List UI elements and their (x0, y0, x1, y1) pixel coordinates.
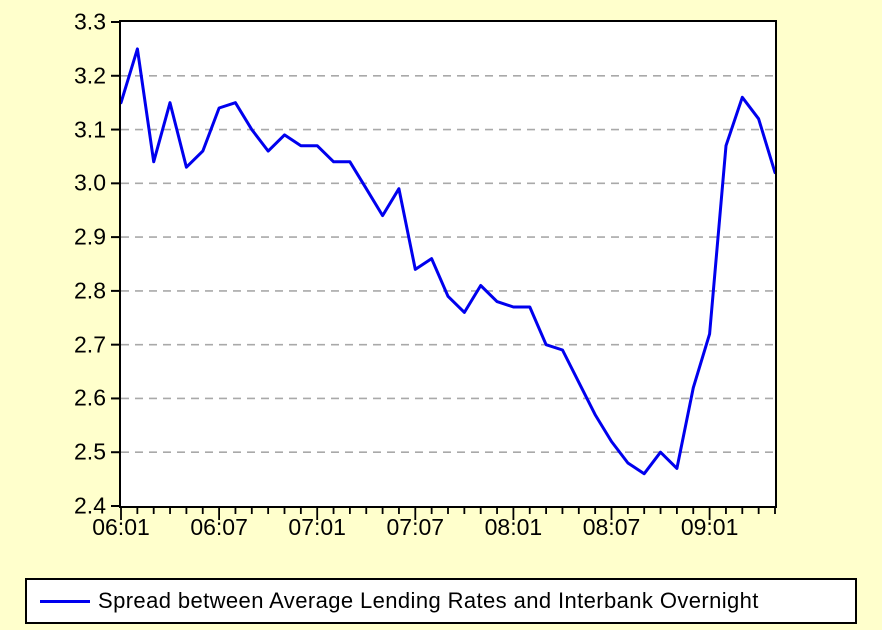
legend-label: Spread between Average Lending Rates and… (98, 588, 759, 613)
plot-area (119, 20, 777, 508)
x-tick-label: 07:01 (288, 514, 346, 540)
x-tick-label: 07:07 (386, 514, 445, 540)
y-tick-label: 2.4 (74, 492, 106, 519)
y-tick-label: 3.1 (74, 116, 106, 143)
legend-box: Spread between Average Lending Rates and… (25, 578, 857, 624)
y-tick-label: 2.6 (74, 384, 106, 411)
y-tick-label: 3.2 (74, 62, 106, 89)
x-tick-label: 06:01 (92, 514, 150, 540)
y-tick-label: 3.3 (74, 8, 106, 35)
y-tick-label: 3.0 (74, 169, 106, 196)
line-chart (121, 47, 775, 476)
y-tick-label: 2.9 (74, 223, 106, 250)
x-tick-label: 08:01 (484, 514, 543, 540)
series-line-spread (121, 47, 775, 476)
x-tick-label: 09:01 (680, 514, 739, 540)
gridlines (121, 74, 775, 454)
y-tick-label: 2.5 (74, 438, 106, 465)
x-tick-label: 08:07 (582, 514, 641, 540)
y-tick-label: 2.8 (74, 277, 106, 304)
y-tick-label: 2.7 (74, 331, 106, 358)
legend-line-sample (40, 599, 90, 603)
x-tick-label: 06:07 (190, 514, 248, 540)
